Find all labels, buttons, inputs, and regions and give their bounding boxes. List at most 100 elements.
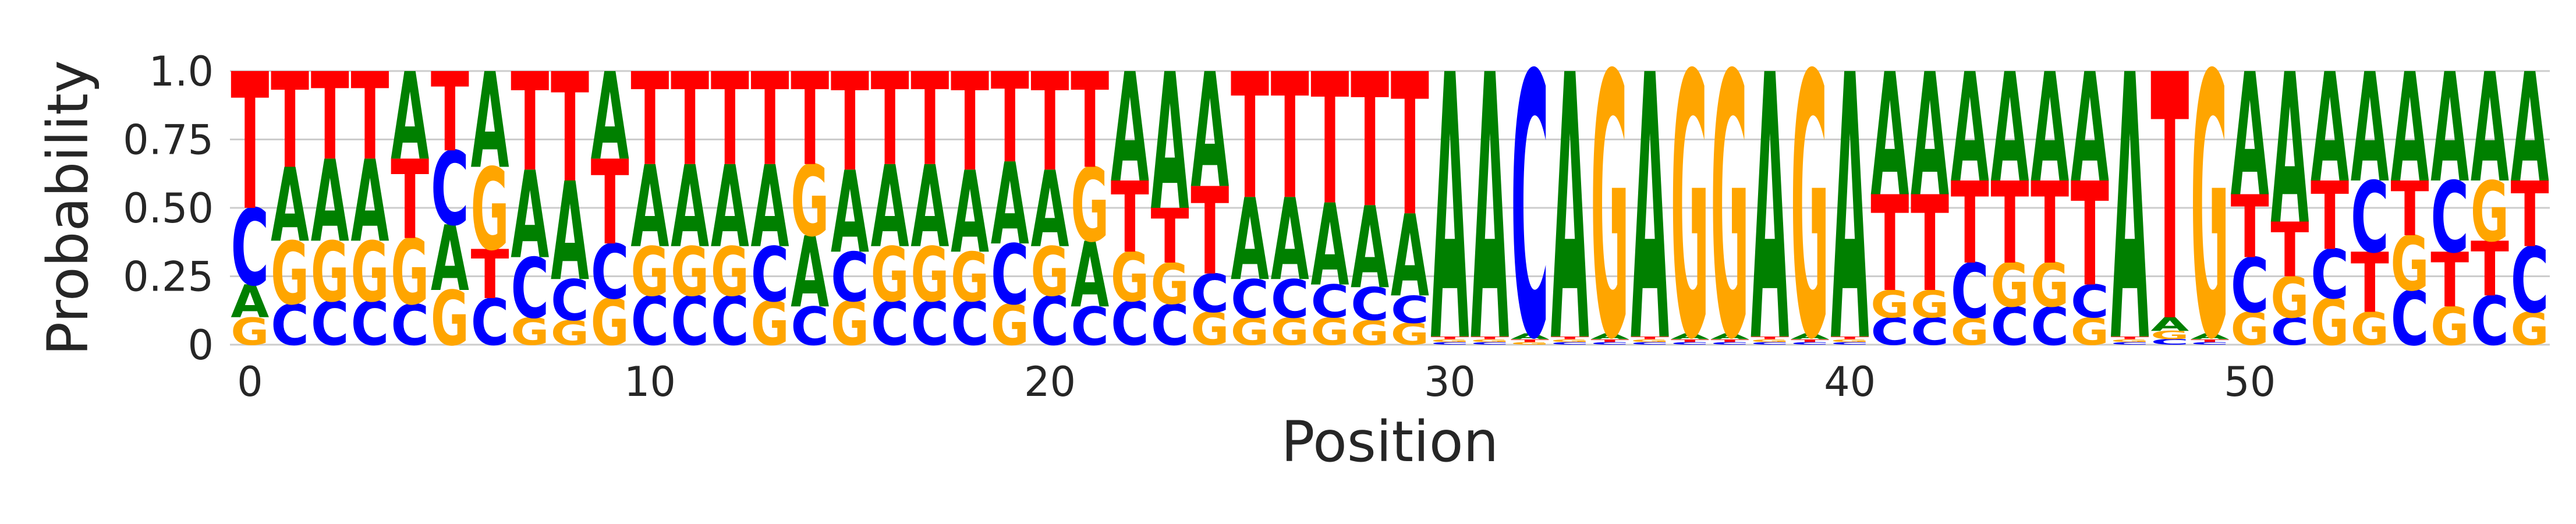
logo-letter-T: T — [2191, 338, 2229, 343]
logo-letter-T: T — [1151, 193, 1189, 280]
logo-letter-C: C — [1911, 310, 1949, 354]
logo-letter-T: T — [1831, 336, 1869, 341]
logo-letter-C: C — [1590, 341, 1629, 345]
logo-letter-T: T — [1791, 338, 1829, 343]
logo-letter-G: G — [2191, 0, 2229, 419]
logo-letter-T: T — [2111, 336, 2149, 341]
logo-letter-C: C — [1471, 341, 1509, 345]
logo-letter-C: C — [551, 268, 589, 334]
logo-letter-C: C — [630, 283, 669, 361]
logo-letter-A: A — [2111, 0, 2150, 423]
y-axis-label: Probability — [36, 60, 101, 355]
logo-letter-C: C — [511, 241, 549, 337]
logo-letter-G: G — [1751, 338, 1789, 342]
logo-letter-C: C — [1751, 341, 1789, 345]
gridlines — [230, 70, 2550, 346]
logo-letter-A: A — [1751, 0, 1790, 423]
logo-letter-A: A — [2351, 42, 2389, 216]
y-tick-label: 0.25 — [123, 253, 214, 301]
logo-letter-G: G — [271, 224, 309, 325]
logo-letter-C: C — [751, 232, 789, 319]
logo-letter-C: C — [1111, 289, 1149, 359]
logo-letter-T: T — [311, 47, 349, 187]
logo-letter-T: T — [1870, 168, 1909, 321]
logo-letter-G: G — [2031, 250, 2069, 321]
logo-letter-A: A — [1431, 0, 1470, 423]
logo-letter-A: A — [1711, 332, 1749, 341]
logo-letter-A: A — [2270, 30, 2309, 271]
logo-letter-T: T — [1471, 336, 1509, 341]
logo-letter-G: G — [351, 225, 389, 321]
logo-letter-A: A — [1831, 0, 1870, 423]
logo-letter-A: A — [231, 276, 269, 328]
logo-letters: GACTCGATCGATCGATCGTAGACTCTGAGCATGCATGCTA… — [231, 0, 2549, 423]
logo-letter-C: C — [991, 227, 1029, 323]
logo-letter-T: T — [951, 44, 989, 201]
logo-letter-T: T — [2231, 177, 2269, 278]
logo-letter-G: G — [751, 289, 789, 359]
logo-letter-A: A — [1351, 183, 1389, 314]
logo-letter-G: G — [1231, 310, 1269, 354]
logo-letter-C: C — [1431, 341, 1469, 345]
logo-letter-A: A — [1870, 38, 1909, 235]
y-tick-label: 1.0 — [149, 48, 214, 95]
logo-letter-A: A — [1231, 175, 1269, 306]
logo-letter-T: T — [910, 46, 949, 194]
logo-letter-C: C — [2471, 283, 2509, 361]
logo-letter-C: C — [1190, 263, 1229, 324]
logo-letter-T: T — [1671, 338, 1709, 343]
logo-letter-G: G — [831, 289, 869, 359]
logo-letter-A: A — [951, 148, 989, 279]
y-tick-label: 0 — [187, 321, 214, 369]
logo-letter-T: T — [1231, 37, 1269, 239]
logo-letter-A: A — [630, 142, 669, 273]
logo-letter-A: A — [311, 137, 349, 268]
logo-letter-T: T — [1391, 33, 1429, 260]
logo-letter-G: G — [1590, 0, 1629, 419]
logo-letter-G: G — [951, 238, 989, 317]
logo-letter-T: T — [1911, 168, 1949, 321]
logo-letter-T: T — [1031, 44, 1069, 201]
logo-letter-G: G — [1310, 310, 1349, 354]
logo-letter-G: G — [630, 232, 669, 311]
logo-letter-A: A — [351, 137, 389, 268]
logo-letter-C: C — [311, 289, 349, 359]
logo-letter-G: G — [1351, 313, 1389, 353]
logo-letter-C: C — [2031, 296, 2069, 357]
logo-letter-T: T — [1190, 162, 1229, 302]
logo-letter-C: C — [711, 283, 749, 361]
logo-letter-C: C — [1151, 293, 1189, 359]
logo-letter-A: A — [1391, 192, 1429, 323]
logo-letter-G: G — [1071, 147, 1109, 265]
logo-letter-G: G — [791, 144, 829, 258]
logo-letter-C: C — [2391, 276, 2429, 363]
logo-letter-T: T — [431, 50, 469, 176]
logo-letter-T: T — [791, 46, 829, 194]
logo-letter-C: C — [2231, 243, 2269, 330]
logo-letter-T: T — [1071, 45, 1109, 198]
logo-letter-T: T — [1951, 159, 1989, 290]
logo-letter-A: A — [1511, 332, 1549, 341]
logo-letter-G: G — [1990, 250, 2029, 321]
logo-letter-G: G — [2351, 303, 2389, 355]
logo-letter-C: C — [1831, 341, 1869, 345]
logo-letter-A: A — [391, 48, 429, 188]
logo-letter-T: T — [831, 44, 869, 201]
logo-letter-T: T — [350, 47, 389, 187]
logo-letter-T: T — [1590, 338, 1629, 343]
logo-letter-A: A — [2071, 42, 2109, 216]
logo-letter-A: A — [1590, 332, 1629, 341]
logo-letter-A: A — [751, 142, 789, 273]
x-tick-label: 40 — [1824, 358, 1876, 406]
logo-letter-C: C — [1951, 249, 1989, 336]
logo-letter-T: T — [1551, 336, 1589, 341]
logo-letter-G: G — [1151, 251, 1189, 317]
logo-letter-C: C — [671, 283, 709, 361]
logo-letter-C: C — [871, 289, 909, 359]
logo-letter-C: C — [1351, 278, 1389, 331]
logo-letter-C: C — [2191, 341, 2229, 345]
logo-letter-G: G — [2111, 338, 2149, 342]
logo-letter-A: A — [1990, 42, 2029, 216]
logo-letter-T: T — [1511, 338, 1549, 343]
logo-letter-T: T — [1751, 336, 1789, 341]
